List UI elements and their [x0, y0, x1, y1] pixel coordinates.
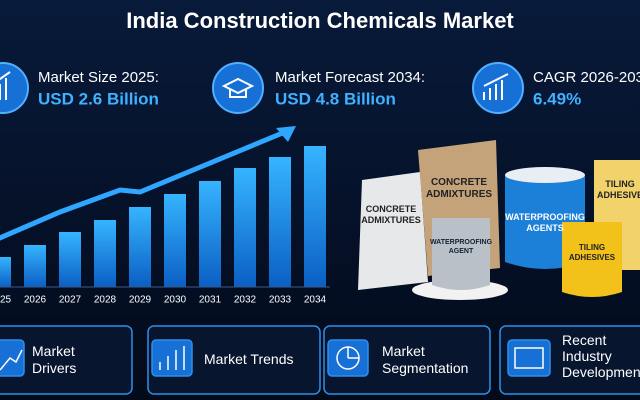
section-label: Market Trends [204, 351, 293, 367]
bar-chart: 2025 2026 2027 2028 2029 2030 2031 2032 2033 2034 [0, 146, 330, 306]
bar [304, 146, 326, 287]
bar [94, 220, 116, 287]
x-tick-label: 2032 [234, 295, 257, 306]
x-tick-label: 2028 [94, 295, 117, 306]
x-tick-label: 2030 [164, 295, 187, 306]
title: India Construction Chemicals Market [126, 8, 514, 33]
section-label: Recent Industry Development [562, 332, 640, 380]
x-tick-label: 2025 [0, 295, 12, 306]
stat-label: Market Size 2025: [38, 69, 159, 86]
stats: Market Size 2025: USD 2.6 Billion Market… [38, 69, 640, 109]
product-label: WATERPROOFING AGENT [430, 239, 493, 255]
x-tick-label: 2031 [199, 295, 222, 306]
stat-value: 6.49% [533, 89, 581, 108]
stat-icons [0, 62, 524, 114]
bar [164, 194, 186, 287]
section-labels: Market Drivers Market Trends Market Segmen… [32, 332, 640, 380]
stat-label: Market Forecast 2034: [275, 69, 425, 86]
bar [0, 257, 11, 287]
product-label: TILING ADHESIVE [597, 179, 640, 200]
trend-arrowhead [276, 126, 296, 142]
section-label: Market Drivers [32, 343, 76, 376]
products: CONCRETE ADMIXTURES CONCRETE ADMIXTURES WA… [358, 140, 640, 300]
bar [129, 207, 151, 287]
product-label: WATERPROOFING AGENTS [505, 212, 585, 233]
bar [199, 181, 221, 287]
product-label: TILING ADHESIVES [569, 243, 616, 262]
stat-value: USD 2.6 Billion [38, 89, 159, 108]
x-tick-label: 2029 [129, 295, 152, 306]
product-label: CONCRETE ADMIXTURES [426, 177, 492, 200]
bar [59, 232, 81, 287]
bar [234, 168, 256, 287]
sections [0, 325, 640, 395]
stat-value: USD 4.8 Billion [275, 89, 396, 108]
x-tick-label: 2027 [59, 295, 82, 306]
bar [269, 157, 291, 287]
x-tick-label: 2034 [304, 295, 327, 306]
stat-label: CAGR 2026-2034: [533, 69, 640, 86]
bar [24, 245, 46, 287]
product-label: CONCRETE ADMIXTURES [361, 204, 421, 225]
section-label: Market Segmentation [382, 343, 468, 376]
x-tick-label: 2033 [269, 295, 292, 306]
trend-arrow [0, 129, 286, 241]
x-tick-label: 2026 [24, 295, 47, 306]
